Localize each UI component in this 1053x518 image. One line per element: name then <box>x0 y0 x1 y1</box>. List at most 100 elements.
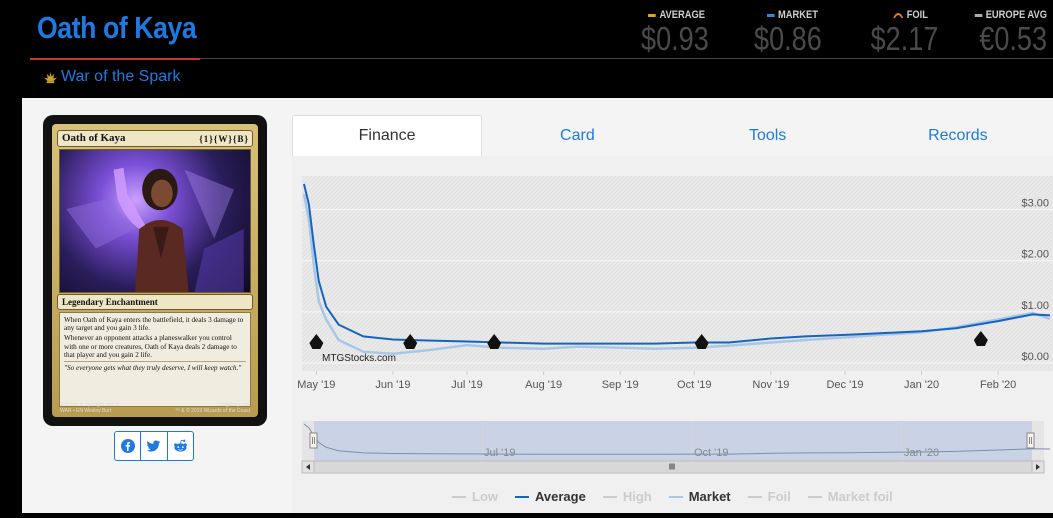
price-value-market: $0.86 <box>754 20 822 57</box>
card-image-name: Oath of Kaya <box>62 132 126 144</box>
price-europe: EUROPE AVG €0.53 <box>960 9 1047 56</box>
legend-label: Market foil <box>827 489 893 504</box>
x-tick-label: May '19 <box>297 379 335 391</box>
chart-scrollbar[interactable] <box>301 460 1045 474</box>
chart-navigator[interactable]: Jul '19 Oct '19 Jan '20 <box>302 421 1051 461</box>
series-line-market <box>302 193 1051 356</box>
x-tick-label: Feb '20 <box>980 379 1016 391</box>
card-art-illustration <box>66 167 244 292</box>
y-tick-label: $0.00 <box>1021 351 1049 363</box>
set-link[interactable]: War of the Spark <box>43 68 180 86</box>
price-market: MARKET $0.86 <box>740 9 822 57</box>
y-tick-label: $2.00 <box>1021 249 1049 261</box>
war-of-the-spark-set-icon <box>43 71 58 83</box>
card-footer-collector: 209/264 R Spotlight: Act III <box>60 402 120 408</box>
chart-legend: Low Average High Market Foil Market foil <box>452 489 893 504</box>
legend-item-average[interactable]: Average <box>515 489 586 504</box>
flag-icon-4[interactable] <box>694 334 709 349</box>
navigator-left-handle[interactable] <box>309 432 318 449</box>
card-type-line: Legendary Enchantment <box>57 294 253 310</box>
price-label-foil: FOIL <box>906 9 928 21</box>
legend-item-foil[interactable]: Foil <box>747 489 791 504</box>
reddit-icon <box>173 439 187 452</box>
navigator-label: Oct '19 <box>694 447 729 459</box>
share-buttons <box>114 431 194 461</box>
tab-tools[interactable]: Tools <box>748 126 787 144</box>
chart-grid <box>302 209 1053 364</box>
facebook-icon <box>120 439 135 453</box>
navigator-series-line <box>303 423 1051 455</box>
share-reddit-button[interactable] <box>168 432 193 460</box>
navigator-right-handle[interactable] <box>1026 432 1035 449</box>
legend-label: High <box>622 489 652 504</box>
page-header: Oath of Kaya War of the Spark AVERAGE $0… <box>0 0 1053 98</box>
x-tick-label: Oct '19 <box>677 379 712 391</box>
tab-finance[interactable]: Finance <box>292 115 483 156</box>
card-footer-site: mtgstory.com <box>220 402 250 408</box>
scroll-left-icon <box>306 464 310 470</box>
price-label-average: AVERAGE <box>659 9 705 21</box>
legend-line <box>747 495 762 498</box>
price-chart: $3.00 $2.00 $1.00 $0.00 May '19 Jun '19 Jul '… <box>292 156 1053 513</box>
main-content: Oath of Kaya {1}{W}{B} Legendary Enchant… <box>22 98 1053 513</box>
legend-label: Foil <box>767 489 791 504</box>
price-value-europe: €0.53 <box>979 20 1047 57</box>
tab-bar: Finance Card Tools Records <box>292 115 1053 156</box>
x-tick-label: Dec '19 <box>826 379 863 391</box>
event-flags <box>309 331 988 349</box>
legend-line <box>602 495 617 498</box>
price-chart-svg: $3.00 $2.00 $1.00 $0.00 May '19 Jun '19 Jul '… <box>297 176 1053 474</box>
card-title: Oath of Kaya <box>37 10 197 45</box>
price-value-average: $0.93 <box>641 20 709 57</box>
x-axis-labels: May '19 Jun '19 Jul '19 Aug '19 Sep '19 Oct '… <box>297 371 1016 391</box>
legend-line <box>515 495 529 498</box>
legend-line <box>807 495 822 498</box>
chart-watermark: MTGStocks.com <box>322 353 396 364</box>
card-mana-cost: {1}{W}{B} <box>199 134 249 144</box>
price-label-europe: EUROPE AVG <box>985 9 1047 21</box>
card-footer-artist: WAR • EN Wesley Burt <box>60 408 112 414</box>
x-tick-label: Sep '19 <box>602 379 639 391</box>
price-foil: FOIL $2.17 <box>858 9 939 57</box>
set-name[interactable]: War of the Spark <box>61 68 181 85</box>
legend-line <box>668 495 683 498</box>
legend-label: Average <box>535 489 586 504</box>
twitter-icon <box>147 439 161 452</box>
plot-background <box>302 176 1053 371</box>
flag-icon-2[interactable] <box>403 334 418 349</box>
tab-records[interactable]: Records <box>928 126 988 144</box>
card-footer-copyright: ™ & © 2019 Wizards of the Coast <box>174 408 250 414</box>
market-marker <box>766 13 775 17</box>
share-twitter-button[interactable] <box>141 432 168 460</box>
y-tick-label: $1.00 <box>1021 300 1049 312</box>
legend-label: Market <box>688 489 731 504</box>
chart-series <box>302 183 1051 356</box>
navigator-label: Jul '19 <box>484 447 515 459</box>
card-art <box>59 149 251 293</box>
legend-label: Low <box>472 489 498 504</box>
flag-icon-1[interactable] <box>309 334 324 349</box>
y-axis-labels: $3.00 $2.00 $1.00 $0.00 <box>1021 198 1049 363</box>
legend-item-market[interactable]: Market <box>668 489 731 504</box>
x-tick-label: Jan '20 <box>904 379 939 391</box>
card-text-box: When Oath of Kaya enters the battlefield… <box>59 312 251 407</box>
card-rule-2: Whenever an opponent attacks a planeswal… <box>64 334 237 359</box>
share-facebook-button[interactable] <box>115 432 142 460</box>
price-value-foil: $2.17 <box>870 20 939 57</box>
legend-line <box>452 495 466 498</box>
scrollbar-thumb[interactable] <box>313 460 1033 474</box>
title-underline <box>30 58 200 60</box>
tab-card[interactable]: Card <box>560 126 595 144</box>
x-tick-label: Jun '19 <box>375 379 410 391</box>
legend-item-high[interactable]: High <box>602 489 652 504</box>
card-image[interactable]: Oath of Kaya {1}{W}{B} Legendary Enchant… <box>43 115 267 426</box>
flag-icon-5[interactable] <box>973 331 988 346</box>
x-tick-label: Nov '19 <box>752 379 789 391</box>
navigator-label: Jan '20 <box>904 447 939 459</box>
legend-item-low[interactable]: Low <box>452 489 498 504</box>
x-tick-label: Aug '19 <box>525 379 562 391</box>
flag-icon-3[interactable] <box>487 334 502 349</box>
legend-item-market-foil[interactable]: Market foil <box>807 489 893 504</box>
x-tick-label: Jul '19 <box>451 379 482 391</box>
scroll-right-icon <box>1036 464 1040 470</box>
